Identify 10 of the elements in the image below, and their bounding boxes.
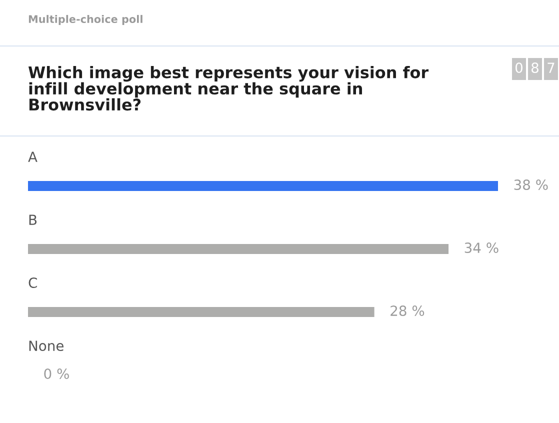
- data-label: 34 %: [464, 242, 498, 254]
- chart-title: Which image best represents your vision for infill development near the square in Brownsville?: [28, 66, 429, 111]
- y-tick-label: None: [29, 340, 64, 352]
- y-tick-label: C: [28, 278, 37, 288]
- chart-subtitle: Multiple-choice poll: [28, 14, 142, 26]
- y-tick-label: B: [29, 214, 37, 225]
- data-label: 38 %: [514, 180, 548, 190]
- data-label: 28 %: [390, 306, 424, 316]
- y-tick-label: A: [28, 152, 38, 162]
- data-label: 0 %: [44, 368, 69, 380]
